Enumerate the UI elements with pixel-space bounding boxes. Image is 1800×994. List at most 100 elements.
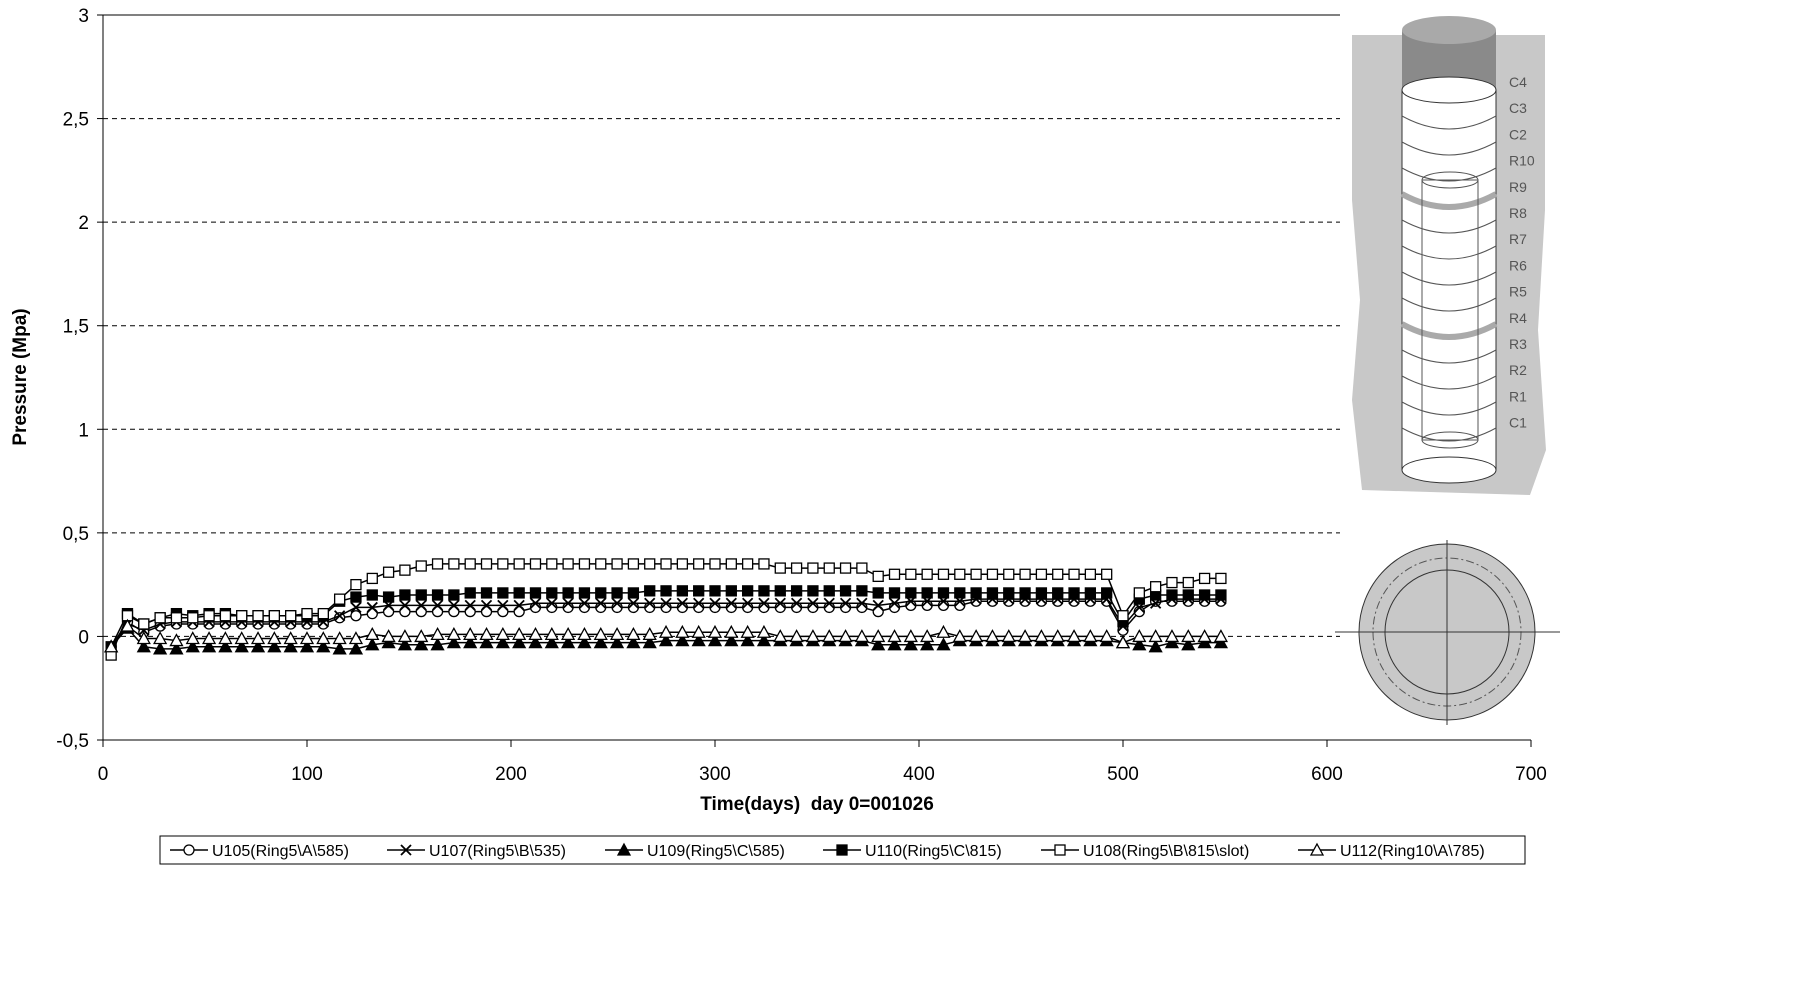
marker <box>318 609 328 619</box>
marker <box>808 586 818 596</box>
marker <box>335 594 345 604</box>
marker <box>841 563 851 573</box>
marker <box>433 559 443 569</box>
marker <box>661 559 671 569</box>
marker <box>1167 590 1177 600</box>
marker <box>416 590 426 600</box>
marker <box>400 590 410 600</box>
ring-label: C2 <box>1509 126 1527 142</box>
marker <box>563 588 573 598</box>
marker <box>1183 590 1193 600</box>
marker <box>1085 588 1095 598</box>
marker <box>775 563 785 573</box>
legend-label: U105(Ring5\A\585) <box>212 843 349 860</box>
marker <box>955 588 965 598</box>
marker <box>1004 569 1014 579</box>
marker <box>726 559 736 569</box>
marker <box>808 563 818 573</box>
marker <box>873 571 883 581</box>
marker <box>1085 569 1095 579</box>
marker <box>498 588 508 598</box>
marker <box>155 613 165 623</box>
legend-label: U112(Ring10\A\785) <box>1340 843 1485 860</box>
marker <box>139 619 149 629</box>
legend-label: U108(Ring5\B\815\slot) <box>1083 843 1249 860</box>
marker <box>220 611 230 621</box>
marker <box>628 588 638 598</box>
marker <box>237 611 247 621</box>
x-tick-label: 600 <box>1311 764 1343 785</box>
marker <box>1167 578 1177 588</box>
marker <box>1102 569 1112 579</box>
marker <box>1151 582 1161 592</box>
marker <box>498 559 508 569</box>
marker <box>302 609 312 619</box>
ring-label: R8 <box>1509 205 1527 221</box>
marker <box>645 559 655 569</box>
page: -0,500,511,522,530100200300400500600700 … <box>0 0 1800 994</box>
marker <box>1055 845 1065 855</box>
marker <box>1102 588 1112 598</box>
x-tick-label: 200 <box>495 764 527 785</box>
x-axis-title: Time(days) day 0=001026 <box>700 794 934 815</box>
ring-label: C3 <box>1509 100 1527 116</box>
marker <box>645 586 655 596</box>
marker <box>579 588 589 598</box>
marker <box>710 559 720 569</box>
marker <box>1200 573 1210 583</box>
ring-label: C1 <box>1509 415 1527 431</box>
marker <box>743 586 753 596</box>
marker <box>514 588 524 598</box>
marker <box>184 845 194 855</box>
marker <box>465 588 475 598</box>
marker <box>384 592 394 602</box>
marker <box>514 559 524 569</box>
marker <box>906 588 916 598</box>
marker <box>1004 588 1014 598</box>
marker <box>824 563 834 573</box>
marker <box>955 569 965 579</box>
ring-label: R5 <box>1509 284 1527 300</box>
marker <box>1020 569 1030 579</box>
marker <box>873 588 883 598</box>
marker <box>1134 588 1144 598</box>
marker <box>987 588 997 598</box>
marker <box>938 588 948 598</box>
ring-label: R1 <box>1509 388 1527 404</box>
marker <box>694 559 704 569</box>
marker <box>482 588 492 598</box>
marker <box>1020 588 1030 598</box>
marker <box>857 563 867 573</box>
marker <box>351 580 361 590</box>
marker <box>743 559 753 569</box>
marker <box>628 559 638 569</box>
marker <box>938 569 948 579</box>
marker <box>465 559 475 569</box>
marker <box>253 611 263 621</box>
legend-label: U109(Ring5\C\585) <box>647 843 785 860</box>
x-tick-label: 400 <box>903 764 935 785</box>
marker <box>596 588 606 598</box>
marker <box>1118 611 1128 621</box>
marker <box>416 561 426 571</box>
x-tick-label: 0 <box>98 764 109 785</box>
marker <box>677 586 687 596</box>
marker <box>449 559 459 569</box>
marker <box>171 613 181 623</box>
x-tick-label: 100 <box>291 764 323 785</box>
marker <box>449 590 459 600</box>
y-tick-label: 1,5 <box>63 317 89 338</box>
marker <box>677 559 687 569</box>
legend-label: U107(Ring5\B\535) <box>429 843 566 860</box>
ring-label: C4 <box>1509 74 1527 90</box>
marker <box>775 586 785 596</box>
marker <box>1216 573 1226 583</box>
marker <box>971 569 981 579</box>
y-tick-label: -0,5 <box>56 731 89 752</box>
marker <box>269 611 279 621</box>
marker <box>837 845 847 855</box>
marker <box>612 588 622 598</box>
marker <box>286 611 296 621</box>
marker <box>1216 590 1226 600</box>
marker <box>547 588 557 598</box>
